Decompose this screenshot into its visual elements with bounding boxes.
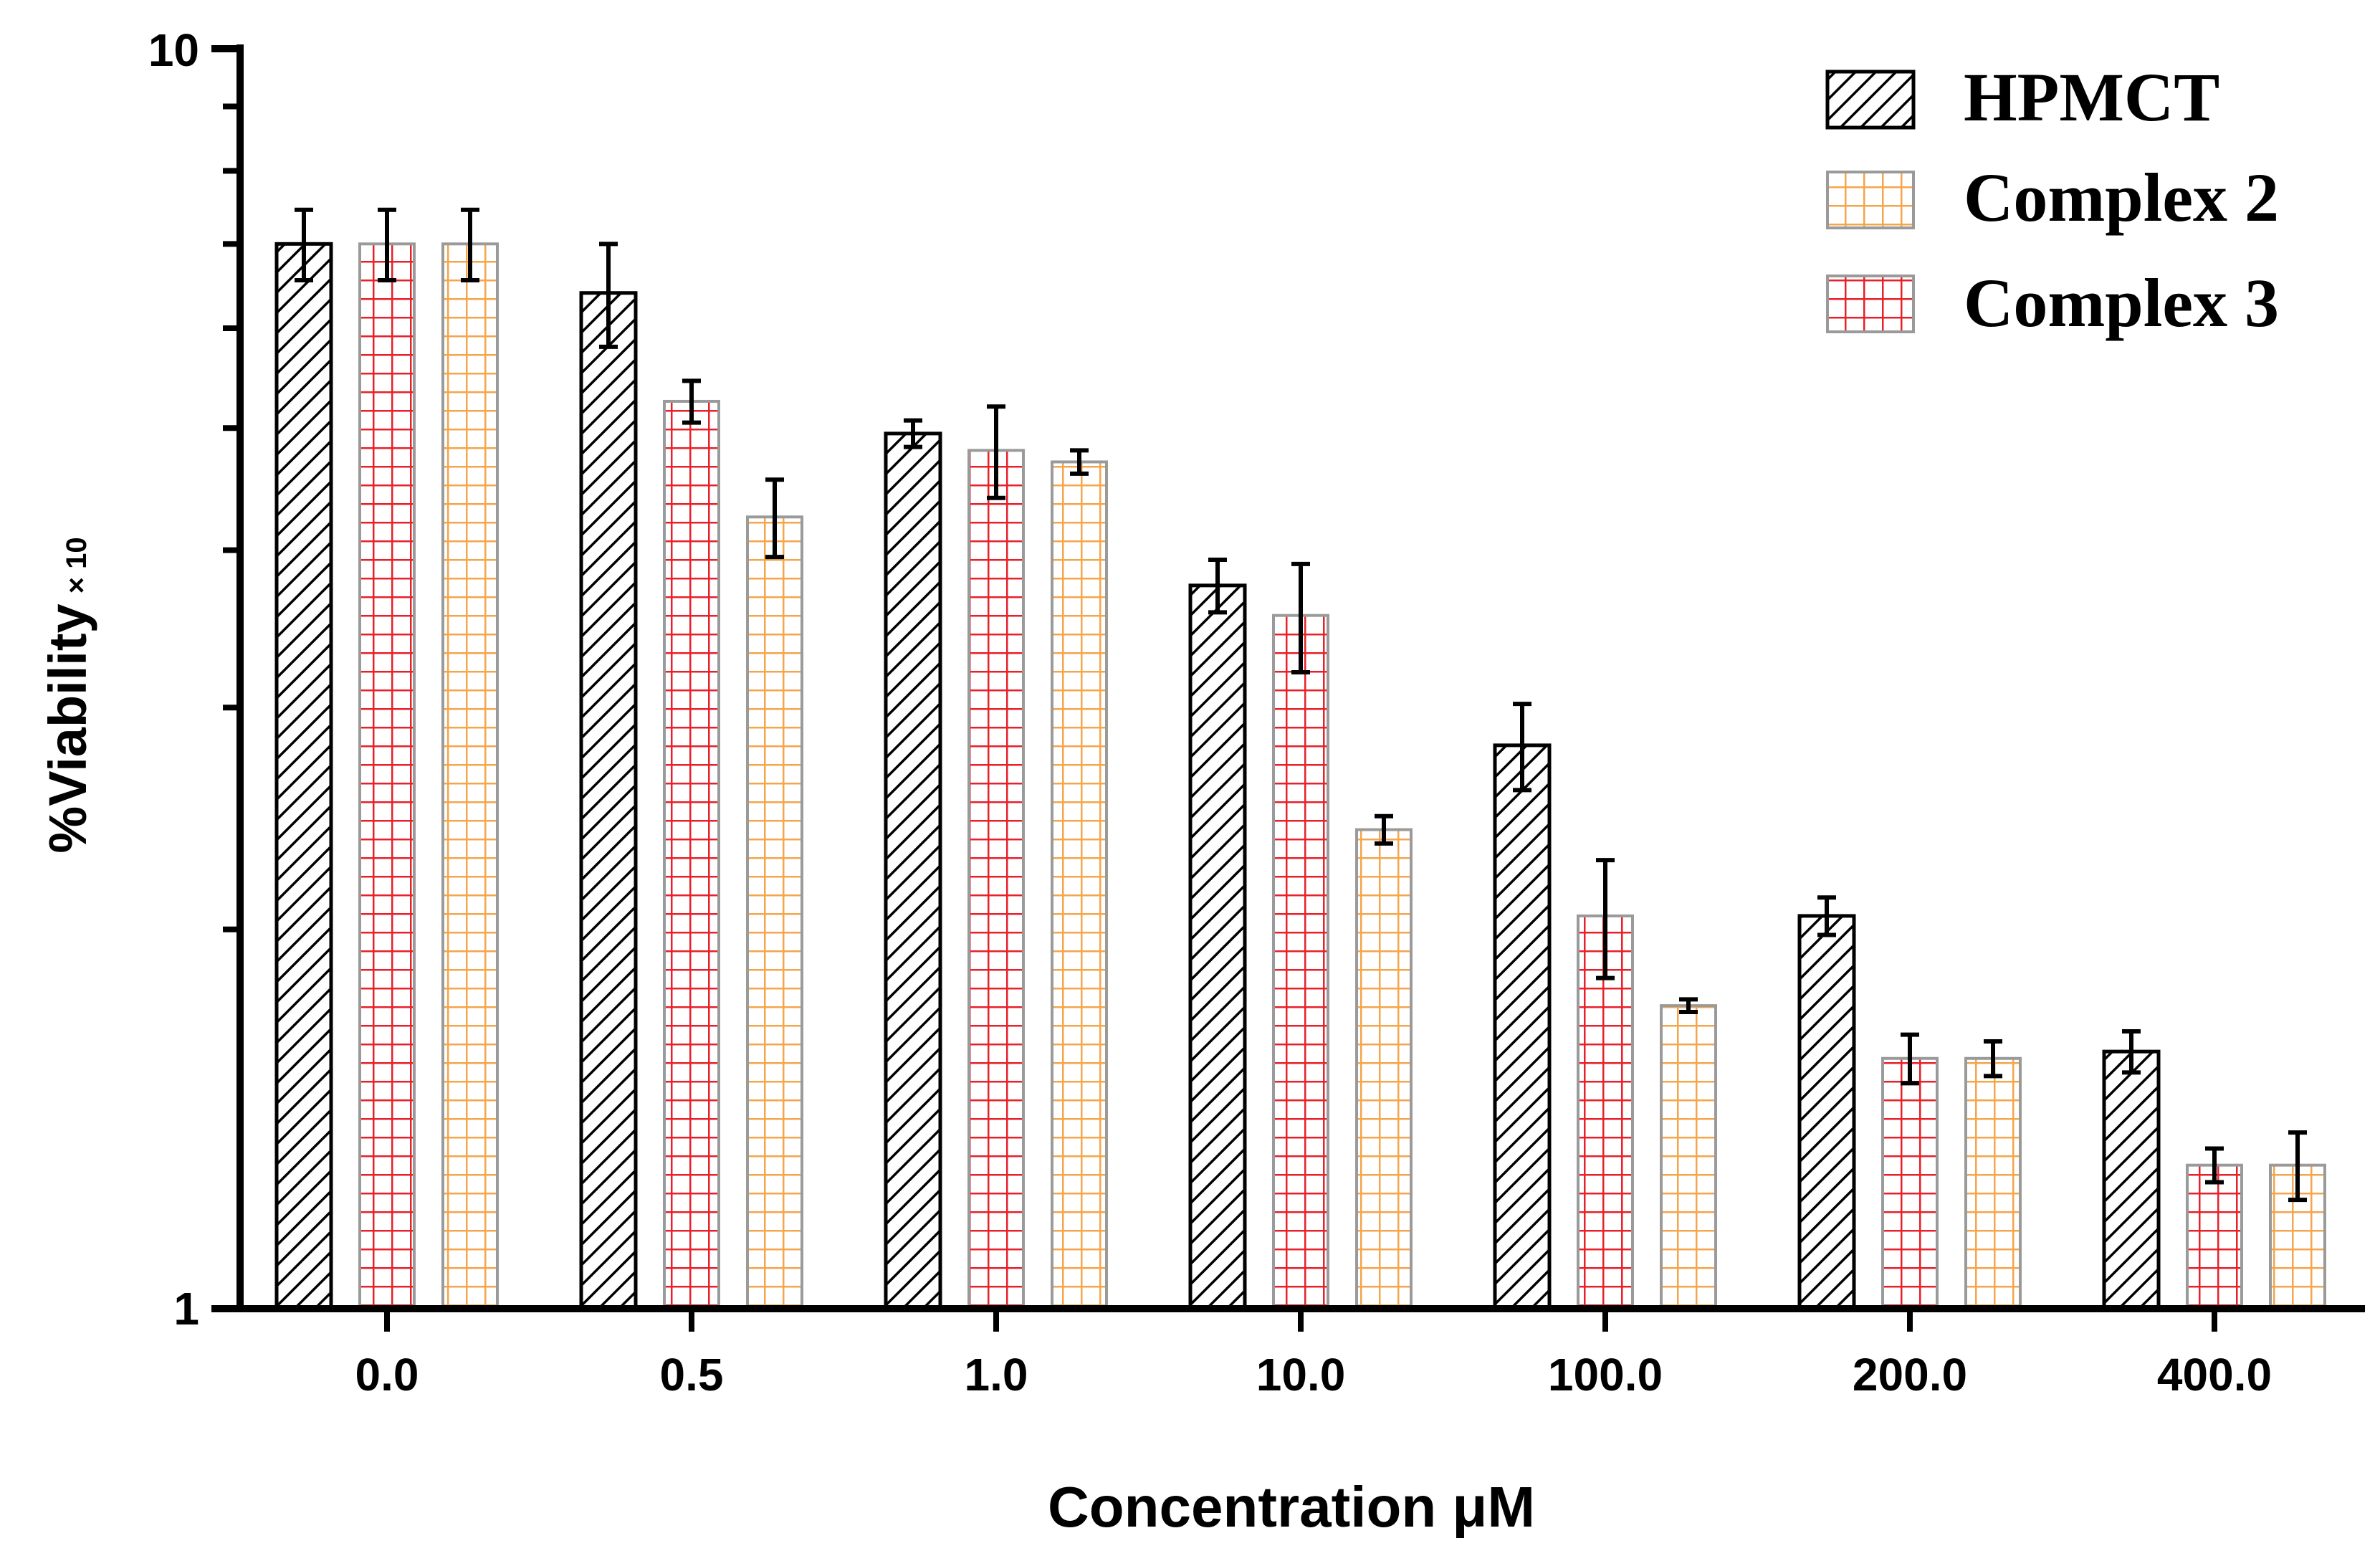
error-bar-10.0-2	[1375, 813, 1393, 846]
x-axis-title: Concentration μM	[1048, 1475, 1535, 1539]
legend-swatch-hpmct	[1825, 70, 1916, 130]
error-bar-10.0-1	[1291, 561, 1310, 674]
bar-0.0-2	[441, 242, 499, 1311]
error-bar-0.0-1	[378, 207, 396, 283]
y-tick-label-1: 1	[173, 1283, 199, 1335]
x-tick-label-10.0: 10.0	[1256, 1349, 1346, 1400]
bar-0.5-0	[579, 291, 638, 1311]
error-bar-100.0-1	[1596, 858, 1615, 980]
legend-label-complex-3: Complex 3	[1964, 264, 2279, 341]
error-bar-200.0-0	[1817, 895, 1836, 937]
bar-1.0-0	[884, 431, 942, 1311]
error-bar-200.0-2	[1984, 1039, 2002, 1079]
x-tick-label-0.5: 0.5	[660, 1349, 724, 1400]
bar-100.0-1	[1577, 914, 1634, 1311]
error-bar-0.5-2	[765, 477, 784, 560]
error-bar-10.0-0	[1208, 558, 1227, 615]
error-bar-0.0-2	[461, 207, 479, 283]
bar-10.0-0	[1188, 583, 1247, 1311]
bar-0.0-1	[358, 242, 416, 1311]
bar-400.0-1	[2186, 1163, 2243, 1311]
error-bar-400.0-1	[2205, 1146, 2224, 1185]
bar-400.0-0	[2102, 1049, 2161, 1311]
legend-label-complex-2: Complex 2	[1964, 159, 2279, 236]
bar-1.0-2	[1051, 460, 1108, 1310]
legend-label-hpmct: HPMCT	[1964, 59, 2219, 135]
x-tick-label-100.0: 100.0	[1548, 1349, 1663, 1400]
bar-0.5-1	[663, 399, 720, 1310]
bars-layer	[274, 207, 2326, 1311]
error-bar-1.0-2	[1070, 448, 1089, 476]
error-bar-1.0-0	[904, 418, 922, 449]
y-axis-title-main: %Viability	[38, 603, 97, 853]
error-bar-100.0-0	[1513, 702, 1531, 793]
y-axis-title: %Viability × 10	[38, 537, 97, 853]
bar-0.5-2	[746, 515, 803, 1310]
error-bar-0.0-0	[295, 207, 313, 283]
y-axis-title-suffix: × 10	[61, 537, 92, 593]
error-bar-100.0-2	[1679, 997, 1698, 1014]
error-bar-0.5-0	[599, 242, 618, 349]
bar-200.0-0	[1797, 914, 1856, 1311]
bar-0.0-0	[274, 242, 333, 1311]
bar-200.0-2	[1964, 1056, 2022, 1311]
legend-swatch-complex-3	[1826, 275, 1915, 333]
bar-100.0-0	[1493, 743, 1552, 1311]
bar-10.0-1	[1272, 614, 1329, 1310]
legend: HPMCT Complex 2 Complex 3	[1825, 59, 2279, 341]
error-bar-400.0-2	[2288, 1130, 2307, 1203]
error-bar-200.0-1	[1901, 1032, 1919, 1086]
bar-200.0-1	[1881, 1056, 1939, 1311]
legend-swatch-complex-2	[1826, 171, 1915, 229]
axes-layer	[211, 44, 2365, 1332]
x-tick-label-400.0: 400.0	[2157, 1349, 2272, 1400]
bar-10.0-2	[1355, 828, 1413, 1310]
error-bar-1.0-1	[987, 404, 1005, 500]
x-tick-label-0.0: 0.0	[355, 1349, 419, 1400]
error-bar-0.5-1	[682, 378, 701, 425]
error-bar-400.0-0	[2122, 1029, 2141, 1075]
x-tick-label-1.0: 1.0	[965, 1349, 1028, 1400]
y-tick-label-10: 10	[148, 24, 199, 76]
bar-1.0-1	[967, 449, 1025, 1310]
bar-100.0-2	[1660, 1004, 1717, 1310]
x-tick-labels: 0.0 0.5 1.0 10.0 100.0 200.0 400.0	[355, 1349, 2273, 1400]
x-tick-label-200.0: 200.0	[1853, 1349, 1967, 1400]
